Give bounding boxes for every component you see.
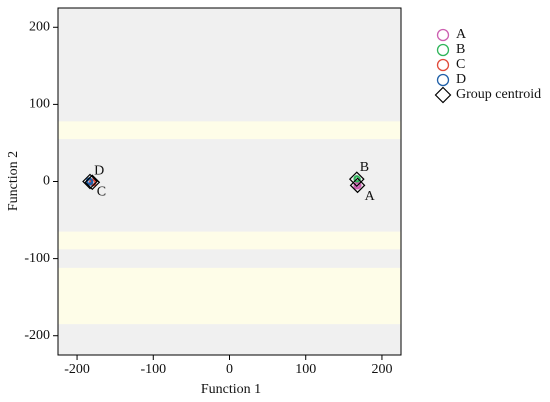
x-tick-label: 0 xyxy=(226,362,233,377)
plot-area: BA DC xyxy=(58,8,401,355)
point-label-d: D xyxy=(94,164,104,179)
legend-label: D xyxy=(456,72,466,87)
legend-marker-b xyxy=(436,43,450,57)
group-centroid-c xyxy=(84,174,101,191)
background-band xyxy=(58,267,401,325)
legend-marker-centroid xyxy=(434,86,452,104)
legend-label: Group centroid xyxy=(456,87,541,102)
point-label-c: C xyxy=(97,185,106,200)
x-tick-label: 200 xyxy=(371,362,392,377)
data-point-d xyxy=(86,178,94,186)
y-tick-label: -200 xyxy=(24,328,50,343)
y-tick-label: -100 xyxy=(24,251,50,266)
legend-marker-a xyxy=(436,28,450,42)
legend-label: B xyxy=(456,42,465,57)
legend-label: A xyxy=(456,27,467,42)
x-tick-label: -200 xyxy=(64,362,90,377)
y-axis-label: Function 2 xyxy=(6,151,21,211)
group-centroid-d xyxy=(82,173,98,190)
group-centroid-b xyxy=(348,171,365,188)
legend-marker-c xyxy=(436,58,450,72)
y-tick-label: 200 xyxy=(29,19,50,34)
x-tick-label: -100 xyxy=(140,362,166,377)
point-label-b: B xyxy=(360,160,369,175)
y-tick-label: 100 xyxy=(29,97,50,112)
x-tick-label: 100 xyxy=(295,362,316,377)
x-axis-label: Function 1 xyxy=(201,382,261,397)
background-band xyxy=(58,231,401,250)
point-label-a: A xyxy=(365,189,376,204)
axes: -200 -100 0 100 200 200 100 0 -100 -200 xyxy=(24,7,402,377)
legend-marker-d xyxy=(436,73,450,87)
legend-label: C xyxy=(456,57,465,72)
background-band xyxy=(58,121,401,140)
y-tick-label: 0 xyxy=(43,174,50,189)
data-point-b xyxy=(354,175,361,183)
